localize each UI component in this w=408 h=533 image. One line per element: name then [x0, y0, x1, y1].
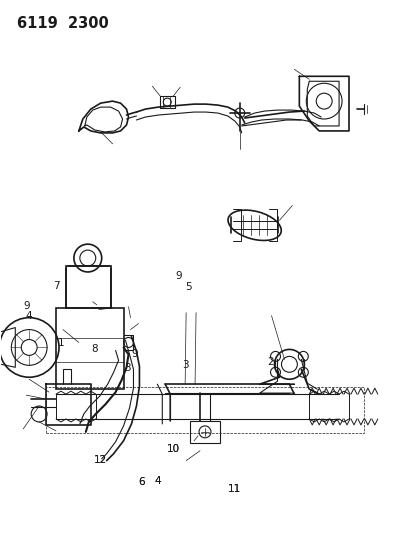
- Text: 5: 5: [185, 281, 192, 292]
- Text: 12: 12: [94, 455, 107, 465]
- Text: 11: 11: [228, 484, 241, 494]
- Text: 6: 6: [138, 477, 144, 487]
- Text: 9: 9: [23, 301, 30, 311]
- Text: 9: 9: [132, 349, 138, 359]
- Text: 10: 10: [167, 444, 180, 454]
- Text: 3: 3: [182, 360, 189, 370]
- Text: 1: 1: [58, 338, 65, 348]
- Text: 6119  2300: 6119 2300: [17, 15, 109, 31]
- Text: 2: 2: [268, 357, 274, 367]
- Bar: [56, 308, 124, 389]
- Text: 10: 10: [167, 444, 180, 454]
- Text: 4: 4: [154, 476, 161, 486]
- Text: 11: 11: [228, 484, 241, 494]
- Text: 6: 6: [138, 477, 144, 487]
- Text: 8: 8: [91, 344, 98, 354]
- Text: 3: 3: [124, 363, 130, 373]
- Text: 4: 4: [154, 476, 161, 486]
- Text: 4: 4: [26, 311, 32, 321]
- Text: 9: 9: [175, 271, 182, 281]
- Bar: [190, 421, 220, 443]
- Bar: [46, 387, 364, 433]
- Text: 7: 7: [53, 280, 60, 290]
- Bar: [66, 266, 111, 308]
- Text: 12: 12: [94, 455, 107, 465]
